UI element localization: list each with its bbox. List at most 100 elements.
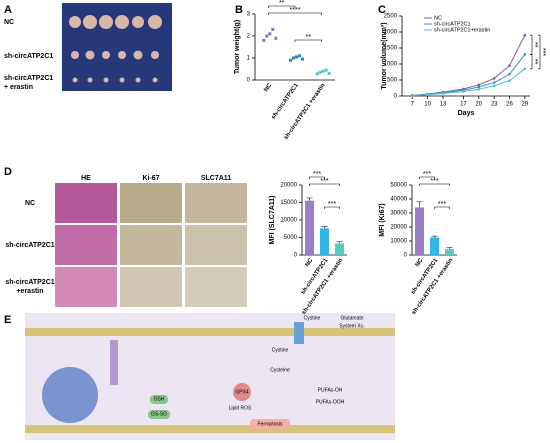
point xyxy=(441,92,445,95)
error-bar xyxy=(336,241,343,244)
legend-label: sh-circATP2C1 xyxy=(434,21,471,27)
significance-bracket xyxy=(538,34,541,70)
x-tick-label: 13 xyxy=(440,102,447,108)
x-tick-label: NC xyxy=(305,257,315,268)
point xyxy=(318,70,322,74)
y-axis-label: Tumor volume(mm³) xyxy=(381,22,388,89)
legend-label: NC xyxy=(434,15,442,21)
bar xyxy=(415,207,424,255)
bar xyxy=(305,200,314,255)
point xyxy=(301,57,304,61)
pathway-label: PUFAs-OOH xyxy=(316,399,345,405)
y-tick-label: 500 xyxy=(387,78,398,84)
row-label: +erastin xyxy=(16,288,43,295)
bar xyxy=(445,249,454,255)
row-label: + erastin xyxy=(4,84,33,91)
y-tick-label: 0 xyxy=(247,78,251,84)
significance-label: *** xyxy=(438,201,446,208)
significance-bracket xyxy=(419,183,450,186)
point xyxy=(462,90,465,93)
pathway-label: Cystine xyxy=(272,347,289,353)
error-bar xyxy=(431,235,438,238)
micrographs xyxy=(55,183,247,307)
point xyxy=(324,68,328,72)
y-tick-label: 2000 xyxy=(384,30,398,36)
y-tick-label: 15000 xyxy=(280,200,297,206)
point xyxy=(327,71,331,75)
point xyxy=(292,56,295,60)
significance-label: *** xyxy=(320,178,328,185)
x-tick-label: 26 xyxy=(506,102,513,108)
bar xyxy=(320,228,329,255)
point xyxy=(274,36,278,40)
point xyxy=(477,85,481,89)
error-bar xyxy=(446,247,453,250)
point xyxy=(523,33,527,37)
row-label: NC xyxy=(4,19,14,26)
significance-label: ** xyxy=(531,59,538,65)
y-tick-label: 20000 xyxy=(390,225,407,231)
point xyxy=(410,94,414,97)
point xyxy=(477,83,481,87)
bar xyxy=(430,237,439,255)
legend-label: sh-circATP2C1+erastin xyxy=(434,27,490,33)
significance-label: *** xyxy=(313,171,321,178)
significance-label: ** xyxy=(306,34,312,41)
panel-label: C xyxy=(378,4,386,16)
point xyxy=(508,72,511,76)
x-tick-label: 20 xyxy=(475,102,482,108)
point xyxy=(315,72,319,76)
y-tick-label: 20000 xyxy=(280,183,297,189)
point xyxy=(523,53,527,56)
y-tick-label: 30000 xyxy=(390,211,407,217)
significance-bracket xyxy=(268,5,296,8)
pathway-label: GPX4 xyxy=(235,389,249,395)
significance-label: *** xyxy=(430,178,438,185)
y-tick-label: 1 xyxy=(247,56,251,62)
point xyxy=(492,81,496,84)
point xyxy=(268,32,272,36)
y-tick-label: 0 xyxy=(404,253,408,259)
y-tick-label: 1000 xyxy=(384,62,398,68)
pathway-label: Glutamate xyxy=(340,315,363,321)
point xyxy=(426,93,429,97)
line xyxy=(412,34,526,96)
panel-label: B xyxy=(235,4,243,16)
row-label: NC xyxy=(25,200,35,207)
point xyxy=(477,87,481,91)
panel-label: E xyxy=(4,314,11,326)
significance-bracket xyxy=(309,183,340,186)
point xyxy=(262,38,266,42)
point xyxy=(492,77,496,80)
column-label: SLC7A11 xyxy=(201,175,231,182)
pathway-label: System Xc- xyxy=(339,323,365,329)
x-tick-label: 17 xyxy=(460,102,467,108)
significance-label: **** xyxy=(290,7,301,14)
x-tick-label: 29 xyxy=(522,102,529,108)
pathway-label: Cysteine xyxy=(270,367,290,373)
significance-bracket xyxy=(434,206,450,209)
x-axis-label: Days xyxy=(458,110,475,117)
pathway-label: Ferroptosis xyxy=(257,421,283,427)
significance-bracket xyxy=(268,12,322,15)
column-label: HE xyxy=(81,175,91,182)
y-tick-label: 40000 xyxy=(390,197,407,203)
row-label: sh-circATP2C1 xyxy=(5,279,54,286)
y-tick-label: 1500 xyxy=(384,46,398,52)
point xyxy=(265,34,269,38)
x-tick-label: 7 xyxy=(411,102,415,108)
point xyxy=(271,27,275,31)
significance-label: *** xyxy=(328,201,336,208)
point xyxy=(523,67,527,71)
point xyxy=(321,69,325,73)
significance-bracket xyxy=(309,176,325,179)
significance-bracket xyxy=(530,54,533,70)
x-tick-label: 23 xyxy=(491,102,498,108)
point xyxy=(298,54,301,58)
point xyxy=(295,55,298,59)
y-tick-label: 0 xyxy=(394,94,398,100)
row-label: sh-circATP2C1 xyxy=(4,53,53,60)
y-tick-label: 3 xyxy=(247,12,251,18)
point xyxy=(492,84,496,88)
